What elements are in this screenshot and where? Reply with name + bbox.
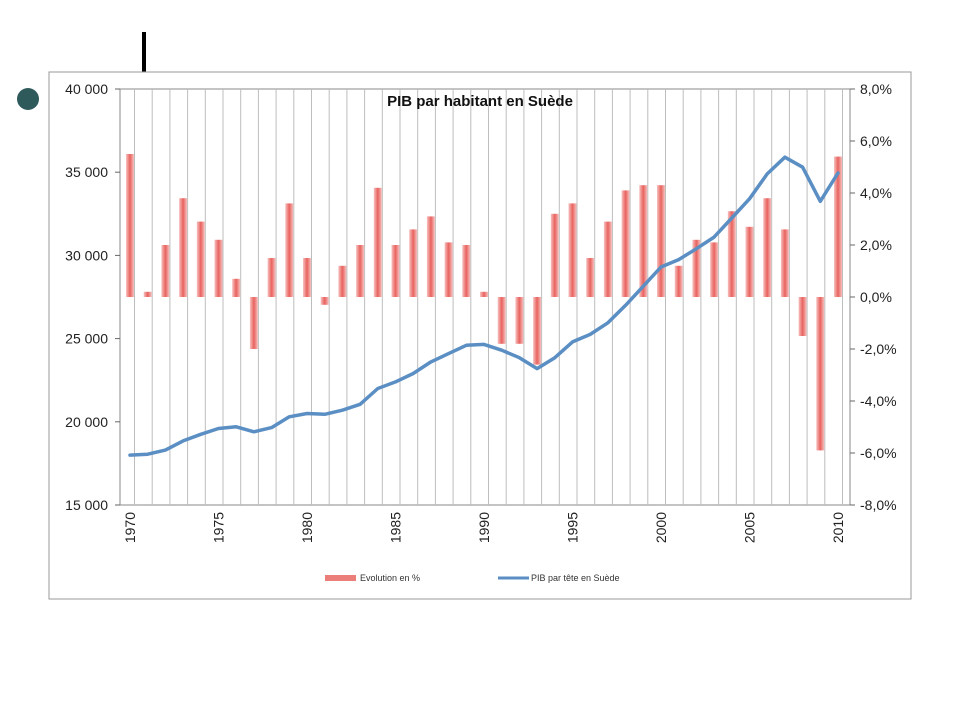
right-axis: -8,0% -6,0% -4,0% -2,0% 0,0% 2,0% 4,0% 6,0% 8,0% bbox=[850, 81, 897, 513]
bar-1970 bbox=[126, 154, 134, 297]
x-tick-label: 2000 bbox=[653, 512, 669, 543]
right-tick-label: -4,0% bbox=[860, 393, 897, 409]
right-tick-label: -8,0% bbox=[860, 497, 897, 513]
bar-1984 bbox=[373, 187, 382, 297]
bar-1973 bbox=[179, 198, 188, 297]
grid-lines bbox=[134, 89, 843, 505]
bar-2009 bbox=[816, 297, 825, 451]
x-tick-label: 1970 bbox=[122, 512, 138, 543]
bar-1999 bbox=[639, 185, 648, 297]
left-tick-label: 30 000 bbox=[65, 247, 108, 263]
bar-1987 bbox=[426, 216, 435, 297]
bar-1991 bbox=[497, 297, 506, 344]
bar-1992 bbox=[515, 297, 524, 344]
left-tick-label: 25 000 bbox=[65, 331, 108, 347]
line-pib-par-tete bbox=[128, 155, 840, 457]
x-tick-label: 1980 bbox=[299, 512, 315, 543]
x-tick-label: 2005 bbox=[742, 512, 758, 543]
bar-1996 bbox=[586, 258, 595, 297]
bar-2002 bbox=[692, 239, 701, 297]
right-tick-label: 6,0% bbox=[860, 133, 892, 149]
right-tick-label: 2,0% bbox=[860, 237, 892, 253]
right-tick-label: 4,0% bbox=[860, 185, 892, 201]
legend-label-line: PIB par tête en Suède bbox=[531, 573, 620, 583]
left-tick-label: 20 000 bbox=[65, 414, 108, 430]
bar-2010 bbox=[834, 156, 842, 297]
bar-1977 bbox=[249, 297, 258, 349]
bar-1998 bbox=[621, 190, 630, 297]
bar-1974 bbox=[196, 221, 205, 297]
bar-2008 bbox=[798, 297, 807, 336]
legend-swatch-bars bbox=[325, 575, 356, 581]
bar-2001 bbox=[674, 265, 683, 297]
bar-1975 bbox=[214, 239, 223, 297]
bar-1976 bbox=[232, 278, 241, 297]
x-tick-label: 1990 bbox=[476, 512, 492, 543]
bar-1997 bbox=[603, 221, 612, 297]
bar-1981 bbox=[320, 297, 329, 305]
bar-1985 bbox=[391, 245, 400, 297]
bar-1986 bbox=[409, 229, 418, 297]
bar-series bbox=[126, 154, 842, 451]
bar-2006 bbox=[763, 198, 772, 297]
bar-2005 bbox=[745, 226, 754, 297]
left-tick-label: 40 000 bbox=[65, 81, 108, 97]
right-tick-label: 8,0% bbox=[860, 81, 892, 97]
bar-1990 bbox=[480, 291, 488, 297]
x-tick-label: 1995 bbox=[565, 512, 581, 543]
bar-1989 bbox=[462, 245, 471, 297]
left-axis: 15 000 20 000 25 000 30 000 35 000 40 000 bbox=[65, 81, 120, 513]
bar-1972 bbox=[161, 245, 170, 297]
bar-2000 bbox=[657, 185, 665, 297]
bar-1979 bbox=[285, 203, 294, 297]
bar-1982 bbox=[338, 265, 347, 297]
bar-1978 bbox=[267, 258, 276, 297]
bar-1995 bbox=[568, 203, 577, 297]
bar-2007 bbox=[780, 229, 789, 297]
slide-bullet-dot bbox=[17, 88, 39, 110]
bar-2003 bbox=[710, 242, 719, 297]
bar-1988 bbox=[444, 242, 453, 297]
bar-2004 bbox=[727, 211, 736, 297]
bar-1994 bbox=[550, 213, 559, 297]
right-tick-label: -6,0% bbox=[860, 445, 897, 461]
legend-label-bars: Evolution en % bbox=[360, 573, 420, 583]
right-tick-label: 0,0% bbox=[860, 289, 892, 305]
legend: Evolution en % PIB par tête en Suède bbox=[325, 573, 620, 583]
x-tick-label: 1975 bbox=[211, 512, 227, 543]
bar-1983 bbox=[356, 245, 365, 297]
bar-1980 bbox=[303, 258, 311, 297]
right-tick-label: -2,0% bbox=[860, 341, 897, 357]
left-tick-label: 35 000 bbox=[65, 164, 108, 180]
chart-title: PIB par habitant en Suède bbox=[387, 93, 573, 110]
bar-1971 bbox=[143, 291, 152, 297]
left-tick-label: 15 000 bbox=[65, 497, 108, 513]
line-series bbox=[128, 155, 840, 457]
x-tick-label: 1985 bbox=[388, 512, 404, 543]
x-axis: 1970 1975 1980 1985 1990 1995 2000 2005 2010 bbox=[122, 512, 846, 543]
bar-1993 bbox=[533, 297, 542, 365]
x-tick-label: 2010 bbox=[830, 512, 846, 543]
slide-accent-bar bbox=[142, 32, 146, 72]
